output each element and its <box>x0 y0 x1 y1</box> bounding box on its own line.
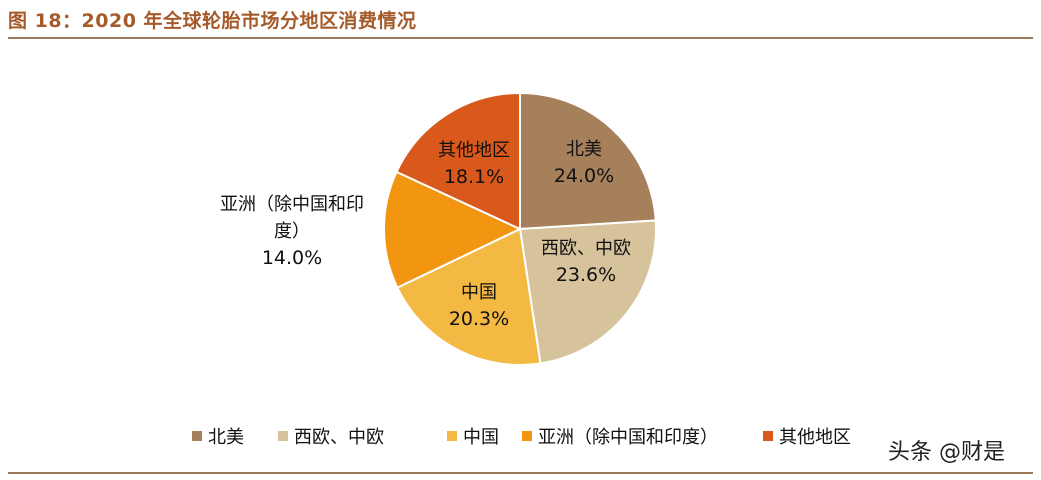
top-divider <box>8 37 1033 39</box>
slice-1-wedge <box>519 91 657 231</box>
slice-1-legend-swatch <box>192 431 202 441</box>
slice-2-wedge <box>518 219 657 365</box>
slice-5-legend-swatch <box>763 431 773 441</box>
slice-5-legend-label: 其他地区 <box>779 427 851 448</box>
slice-5-wedge <box>395 91 521 231</box>
slice-3-name-label: 中国 <box>461 282 497 303</box>
pie-labels: 北美 24.0% 西欧、中欧 23.6% 中国 20.3% 亚洲（除中国和印度） 14.0% 其… <box>220 139 631 330</box>
slice-5-name-label: 其他地区 <box>438 140 510 161</box>
slice-2-name-label: 西欧、中欧 <box>541 238 631 259</box>
chart-title: 图 18：2020 年全球轮胎市场分地区消费情况 <box>8 10 417 32</box>
slice-3-percent-label: 20.3% <box>449 308 509 330</box>
slice-4-legend-label: 亚洲（除中国和印度） <box>538 427 718 448</box>
slice-4-name-label: 亚洲（除中国和印 <box>220 194 364 215</box>
bottom-divider <box>8 472 1033 474</box>
slice-4-legend-swatch <box>522 431 532 441</box>
watermark-text: 头条 @财是 <box>888 440 1005 465</box>
slice-4-percent-label: 14.0% <box>262 247 322 269</box>
slice-3-wedge <box>395 227 542 366</box>
slice-1-legend-label: 北美 <box>208 427 244 448</box>
slice-2-percent-label: 23.6% <box>556 264 616 286</box>
slice-3-legend-label: 中国 <box>463 427 499 448</box>
slice-1-name-label: 北美 <box>566 139 602 160</box>
slice-4-name-label: 度） <box>274 221 310 242</box>
slice-1-percent-label: 24.0% <box>554 165 614 187</box>
slice-4-wedge <box>383 170 523 290</box>
slice-2-legend-label: 西欧、中欧 <box>294 427 384 448</box>
slice-3-legend-swatch <box>447 431 457 441</box>
slice-2-legend-swatch <box>278 431 288 441</box>
pie-slices <box>383 91 657 366</box>
slice-5-percent-label: 18.1% <box>444 166 504 188</box>
chart-legend: 北美 西欧、中欧 中国 亚洲（除中国和印度） 其他地区 <box>192 427 851 448</box>
